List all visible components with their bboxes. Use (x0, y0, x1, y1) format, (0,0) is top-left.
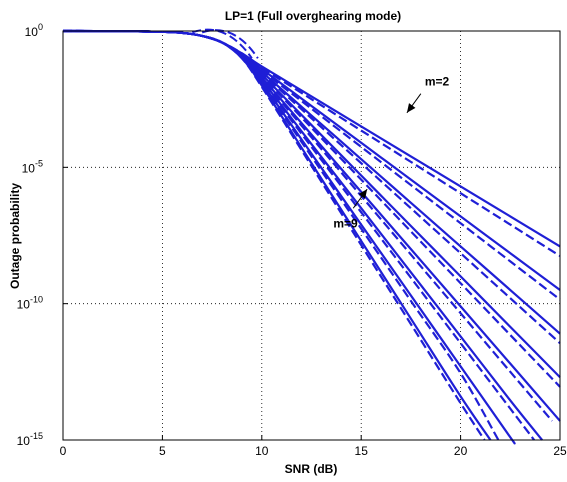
chart-title: LP=1 (Full overghearing mode) (225, 9, 401, 23)
x-tick-label: 10 (255, 444, 269, 458)
dashed-series-line (62, 29, 561, 257)
y-tick-label: 100 (25, 22, 43, 39)
x-tick-label: 20 (454, 444, 468, 458)
x-axis-label: SNR (dB) (285, 462, 338, 476)
annotation-arrow-head (406, 103, 416, 113)
annotation-label: m=2 (425, 75, 450, 89)
plot-frame (62, 30, 561, 441)
annotations: m=2 m=9 (333, 75, 449, 231)
y-tick-label: 10-5 (22, 158, 43, 175)
x-tick-label: 25 (553, 444, 567, 458)
y-axis-label: Outage probability (8, 183, 22, 289)
x-axis-ticks: 0 5 10 15 20 25 (60, 435, 567, 458)
y-axis-ticks: 100 10-5 10-10 10-15 (17, 22, 68, 448)
y-tick-label: 10-10 (17, 295, 43, 312)
x-tick-label: 15 (355, 444, 369, 458)
series-lines (62, 28, 561, 445)
annotation-arrow-head (358, 189, 368, 199)
y-tick-label: 10-15 (17, 431, 43, 448)
x-tick-label: 5 (159, 444, 166, 458)
annotation-label: m=9 (333, 216, 358, 230)
dashed-series-line (62, 29, 486, 441)
x-tick-label: 0 (60, 444, 67, 458)
